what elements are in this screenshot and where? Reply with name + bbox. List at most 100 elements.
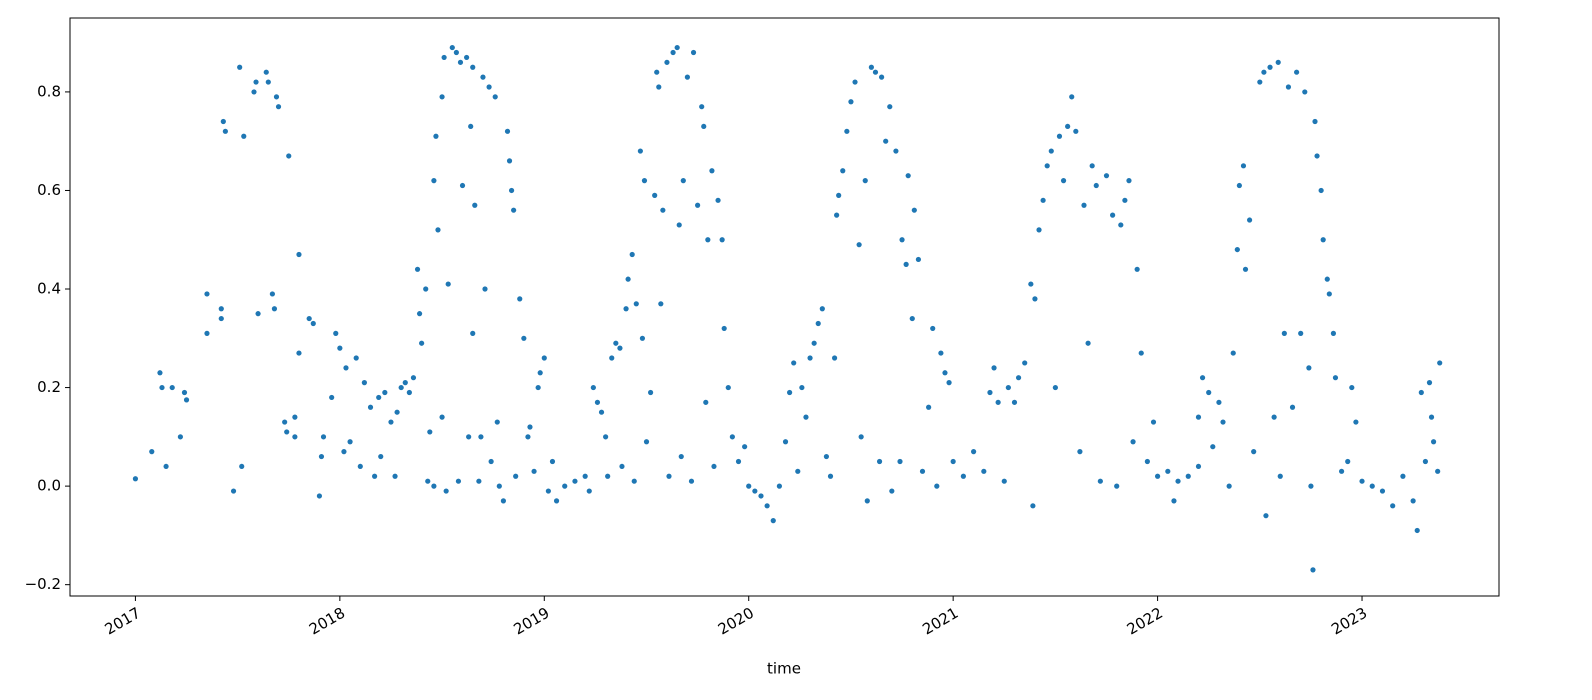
point [1437, 360, 1443, 366]
point [703, 399, 709, 405]
point [1400, 473, 1406, 479]
point [721, 325, 727, 332]
point [795, 468, 801, 474]
point [361, 380, 367, 386]
point [617, 345, 623, 351]
point [241, 133, 247, 139]
point [492, 94, 498, 100]
point [204, 291, 210, 297]
point [482, 286, 488, 292]
point [1298, 330, 1304, 336]
point [856, 242, 862, 248]
point [915, 256, 922, 263]
point [419, 340, 425, 346]
y-tick-label: 0.8 [37, 82, 61, 100]
point [729, 434, 735, 440]
point [1150, 419, 1157, 425]
point [639, 335, 646, 341]
point [598, 409, 605, 415]
point [590, 384, 596, 391]
point [455, 478, 462, 484]
point [1428, 414, 1435, 420]
point [699, 104, 705, 110]
y-tick-label: 0.4 [37, 280, 61, 298]
point [353, 355, 359, 361]
point [500, 498, 507, 504]
point [284, 429, 290, 435]
point [449, 44, 455, 51]
point [709, 168, 715, 174]
point [960, 473, 966, 479]
point [889, 488, 895, 494]
point [486, 84, 492, 90]
point [879, 74, 885, 80]
point [253, 79, 259, 85]
point [541, 355, 547, 361]
point [472, 202, 478, 208]
point [930, 325, 936, 332]
point [537, 370, 543, 376]
point [511, 207, 517, 213]
point [439, 414, 445, 420]
point [296, 251, 302, 258]
point [1418, 389, 1424, 396]
point [605, 473, 611, 479]
point [273, 94, 280, 100]
point [292, 434, 298, 440]
x-tick-label: 2021 [919, 604, 961, 639]
point [1332, 375, 1339, 381]
x-tick-label: 2022 [1124, 604, 1166, 639]
point [414, 266, 421, 272]
point [470, 330, 476, 336]
point [858, 434, 864, 440]
point [431, 483, 437, 489]
point [652, 192, 658, 198]
point [742, 444, 748, 450]
point [251, 89, 257, 95]
point [811, 340, 817, 346]
point [1275, 59, 1281, 65]
point [392, 473, 398, 479]
point [1318, 187, 1324, 194]
point [1052, 384, 1058, 391]
point [1230, 350, 1236, 356]
point [695, 202, 701, 208]
point [1103, 173, 1110, 179]
point [995, 399, 1001, 405]
point [1022, 360, 1028, 366]
point [1289, 404, 1296, 410]
y-tick-label: 0.6 [37, 181, 61, 199]
point [715, 197, 721, 203]
y-tick-label: 0.0 [37, 477, 61, 495]
point [942, 370, 948, 376]
point [903, 261, 909, 267]
point [1122, 197, 1128, 203]
point [527, 424, 533, 430]
point [1206, 389, 1212, 396]
point [423, 286, 429, 292]
point [343, 365, 349, 371]
point [459, 182, 466, 189]
point [1199, 375, 1206, 381]
point [701, 123, 707, 130]
point [427, 429, 433, 435]
point [1226, 483, 1232, 489]
point [625, 276, 631, 282]
point [803, 414, 809, 420]
point [239, 463, 245, 470]
point [410, 375, 417, 381]
point [1069, 94, 1075, 100]
point [1242, 266, 1249, 272]
point [633, 301, 639, 307]
point [1369, 483, 1375, 489]
point [688, 478, 695, 484]
point [296, 350, 302, 356]
point [637, 148, 643, 154]
point [827, 473, 834, 479]
point [897, 458, 903, 465]
point [157, 370, 163, 376]
y-tick-label: 0.2 [37, 378, 61, 396]
point [441, 54, 447, 61]
point [1138, 350, 1144, 356]
point [735, 458, 742, 465]
